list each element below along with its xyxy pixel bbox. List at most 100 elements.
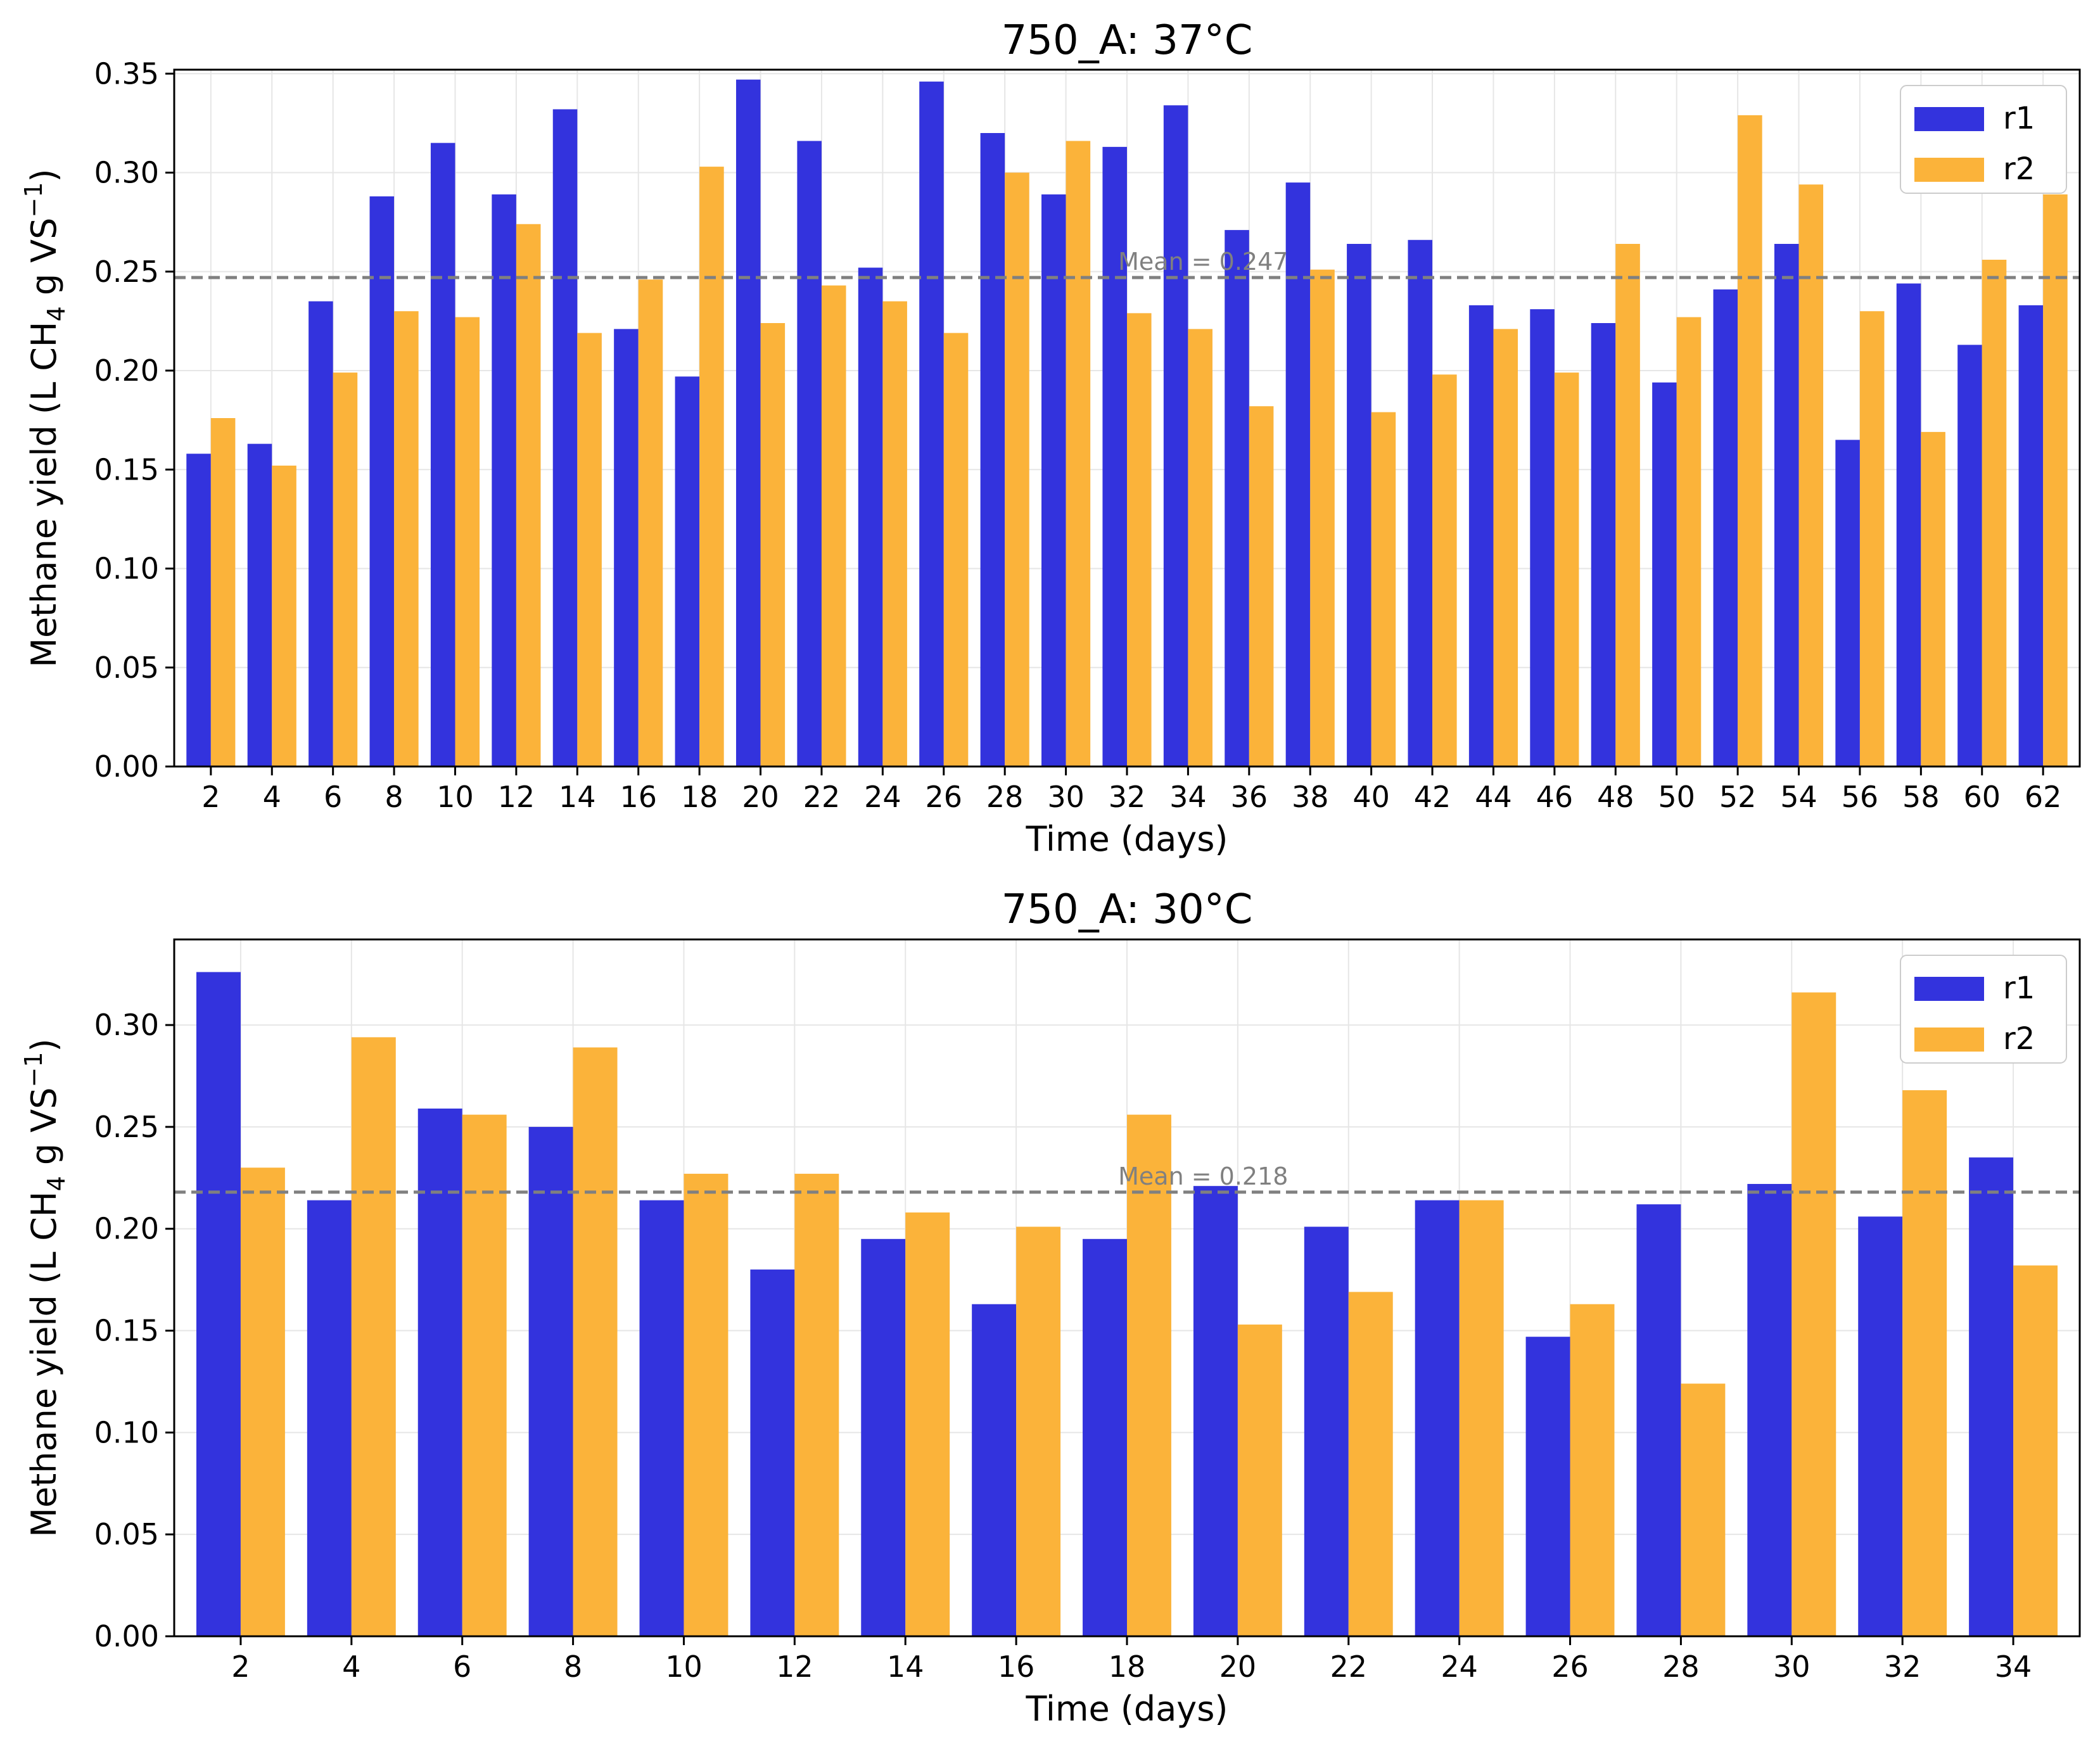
x-tick-label: 32 bbox=[1109, 780, 1146, 814]
bar-r1-day-4 bbox=[307, 1200, 352, 1636]
bar-r2-day-26 bbox=[943, 333, 969, 767]
bar-r1-day-60 bbox=[1957, 345, 1982, 767]
bar-r2-day-30 bbox=[1066, 141, 1091, 767]
bar-r2-day-50 bbox=[1676, 317, 1702, 767]
x-tick-label: 54 bbox=[1780, 780, 1817, 814]
bars bbox=[186, 79, 2068, 767]
bar-r1-day-32 bbox=[1102, 146, 1127, 767]
bar-r1-day-22 bbox=[797, 141, 822, 767]
x-tick-label: 14 bbox=[887, 1650, 924, 1684]
y-tick-label: 0.10 bbox=[94, 552, 159, 586]
chart-panel-2: Mean = 0.218 0.00 0.05 0.10 0.15 0.20 0.25 0.30… bbox=[20, 886, 2081, 1729]
bar-r1-day-56 bbox=[1835, 440, 1860, 767]
x-axis-ticks: 2 4 6 8 10 12 14 16 18 20 22 24 26 28 30 32 34 36 38 40 42 44… bbox=[201, 767, 2061, 814]
y-axis-ticks: 0.00 0.05 0.10 0.15 0.20 0.25 0.30 bbox=[94, 1008, 174, 1653]
bar-r2-day-18 bbox=[699, 167, 724, 767]
y-tick-label: 0.35 bbox=[94, 56, 159, 91]
y-tick-label: 0.30 bbox=[94, 1008, 159, 1042]
bar-r2-day-26 bbox=[1570, 1304, 1615, 1636]
x-tick-label: 16 bbox=[620, 780, 657, 814]
x-tick-label: 52 bbox=[1719, 780, 1757, 814]
y-axis-label-superscript: −1 bbox=[20, 182, 48, 217]
y-tick-label: 0.20 bbox=[94, 353, 159, 388]
bar-r2-day-34 bbox=[2013, 1265, 2058, 1636]
bar-r2-day-12 bbox=[794, 1173, 839, 1636]
bar-r1-day-16 bbox=[614, 329, 639, 767]
bar-r1-day-24 bbox=[858, 267, 883, 767]
bar-r2-day-36 bbox=[1249, 406, 1274, 767]
x-tick-label: 10 bbox=[436, 780, 474, 814]
x-tick-label: 48 bbox=[1597, 780, 1634, 814]
bar-r1-day-38 bbox=[1285, 182, 1311, 767]
y-axis-label-main: Methane yield (L CH bbox=[24, 1191, 64, 1537]
x-tick-label: 62 bbox=[2025, 780, 2062, 814]
x-tick-label: 12 bbox=[776, 1650, 813, 1684]
bar-r2-day-34 bbox=[1188, 329, 1212, 767]
x-tick-label: 38 bbox=[1292, 780, 1329, 814]
bar-r2-day-28 bbox=[1005, 172, 1029, 767]
bar-r2-day-2 bbox=[240, 1167, 285, 1636]
bar-r1-day-36 bbox=[1225, 230, 1249, 767]
y-tick-label: 0.25 bbox=[94, 255, 159, 289]
x-tick-label: 12 bbox=[498, 780, 535, 814]
bar-r1-day-18 bbox=[675, 376, 700, 767]
bar-r1-day-46 bbox=[1530, 309, 1555, 767]
bar-r2-day-44 bbox=[1493, 329, 1518, 767]
bar-r2-day-4 bbox=[272, 466, 296, 767]
bar-r2-day-46 bbox=[1554, 372, 1579, 767]
bar-r1-day-14 bbox=[552, 109, 578, 767]
x-tick-label: 16 bbox=[998, 1650, 1035, 1684]
x-axis-ticks: 2 4 6 8 10 12 14 16 18 20 22 24 26 28 30 32 34 bbox=[231, 1636, 2032, 1684]
x-tick-label: 4 bbox=[342, 1650, 360, 1684]
chart-title: 750_A: 30°C bbox=[1002, 886, 1253, 933]
bar-r1-day-34 bbox=[1163, 105, 1188, 767]
bar-r2-day-54 bbox=[1798, 184, 1824, 767]
mean-label: Mean = 0.247 bbox=[1118, 248, 1288, 276]
bar-r2-day-56 bbox=[1859, 311, 1885, 767]
bar-r2-day-8 bbox=[394, 311, 419, 767]
x-axis-label: Time (days) bbox=[1026, 1689, 1228, 1729]
x-tick-label: 28 bbox=[1662, 1650, 1700, 1684]
x-tick-label: 30 bbox=[1773, 1650, 1810, 1684]
x-tick-label: 56 bbox=[1842, 780, 1879, 814]
bar-r1-day-18 bbox=[1083, 1238, 1127, 1636]
bar-r2-day-6 bbox=[333, 372, 358, 767]
x-tick-label: 18 bbox=[681, 780, 718, 814]
bar-r2-day-10 bbox=[455, 317, 480, 767]
legend-swatch-r1 bbox=[1914, 977, 1984, 1001]
legend-label-r1: r1 bbox=[2003, 970, 2035, 1006]
bar-r2-day-20 bbox=[760, 323, 786, 767]
x-tick-label: 42 bbox=[1414, 780, 1451, 814]
bar-r1-day-20 bbox=[1193, 1186, 1238, 1636]
bar-r1-day-62 bbox=[2018, 305, 2044, 767]
bar-r2-day-20 bbox=[1237, 1324, 1282, 1636]
bar-r1-day-8 bbox=[528, 1126, 573, 1636]
bar-r2-day-58 bbox=[1921, 431, 1945, 767]
bar-r1-day-14 bbox=[861, 1238, 906, 1636]
bar-r2-day-22 bbox=[821, 285, 846, 767]
y-tick-label: 0.00 bbox=[94, 749, 159, 784]
y-axis-label-mid: g VS bbox=[24, 217, 64, 306]
y-tick-label: 0.05 bbox=[94, 651, 159, 685]
bar-r2-day-32 bbox=[1902, 1090, 1947, 1636]
x-tick-label: 14 bbox=[559, 780, 596, 814]
mean-label: Mean = 0.218 bbox=[1118, 1162, 1288, 1190]
x-tick-label: 34 bbox=[1169, 780, 1207, 814]
x-tick-label: 60 bbox=[1963, 780, 2001, 814]
x-tick-label: 6 bbox=[324, 780, 342, 814]
y-axis-label: Methane yield (L CH4 g VS−1) bbox=[20, 1038, 70, 1537]
y-tick-label: 0.05 bbox=[94, 1517, 159, 1551]
x-tick-label: 22 bbox=[1330, 1650, 1367, 1684]
bar-r2-day-24 bbox=[882, 301, 907, 767]
x-tick-label: 40 bbox=[1352, 780, 1390, 814]
x-tick-label: 24 bbox=[1441, 1650, 1478, 1684]
x-tick-label: 20 bbox=[1219, 1650, 1257, 1684]
bar-r1-day-10 bbox=[639, 1200, 684, 1636]
bar-r2-day-8 bbox=[573, 1047, 618, 1636]
y-tick-label: 0.30 bbox=[94, 156, 159, 190]
legend-label-r2: r2 bbox=[2003, 1021, 2035, 1057]
y-axis-label-subscript: 4 bbox=[42, 1176, 70, 1191]
bar-r1-day-10 bbox=[430, 143, 455, 767]
